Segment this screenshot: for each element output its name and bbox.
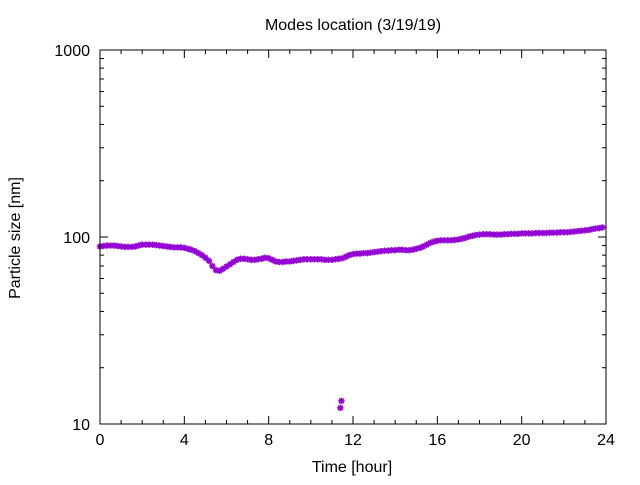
data-point: [226, 261, 234, 268]
plot-frame: [99, 49, 607, 425]
x-tick-label: 24: [597, 432, 615, 449]
y-tick-label: 10: [72, 417, 90, 434]
x-tick-label: 12: [344, 432, 362, 449]
data-point: [198, 251, 206, 259]
x-tick-label: 8: [264, 432, 273, 449]
data-point: [205, 257, 213, 265]
data-point: [337, 404, 344, 412]
data-points: [96, 224, 606, 412]
x-tick-label: 0: [96, 432, 105, 449]
data-point: [219, 265, 227, 273]
chart-title: Modes location (3/19/19): [265, 17, 441, 34]
x-tick-label: 16: [428, 432, 446, 449]
x-tick-label: 4: [180, 432, 189, 449]
x-tick-label: 20: [513, 432, 531, 449]
data-point: [599, 224, 606, 231]
y-tick-label: 1000: [54, 43, 90, 60]
x-axis-label: Time [hour]: [312, 459, 392, 476]
y-tick-label: 100: [63, 230, 90, 247]
data-point: [338, 397, 345, 405]
data-point: [342, 253, 350, 260]
y-axis-label: Particle size [nm]: [7, 177, 24, 299]
axis-ticks: 0 4 8 12 16 20 24 10 100 1000: [54, 43, 615, 449]
data-point: [209, 262, 216, 270]
